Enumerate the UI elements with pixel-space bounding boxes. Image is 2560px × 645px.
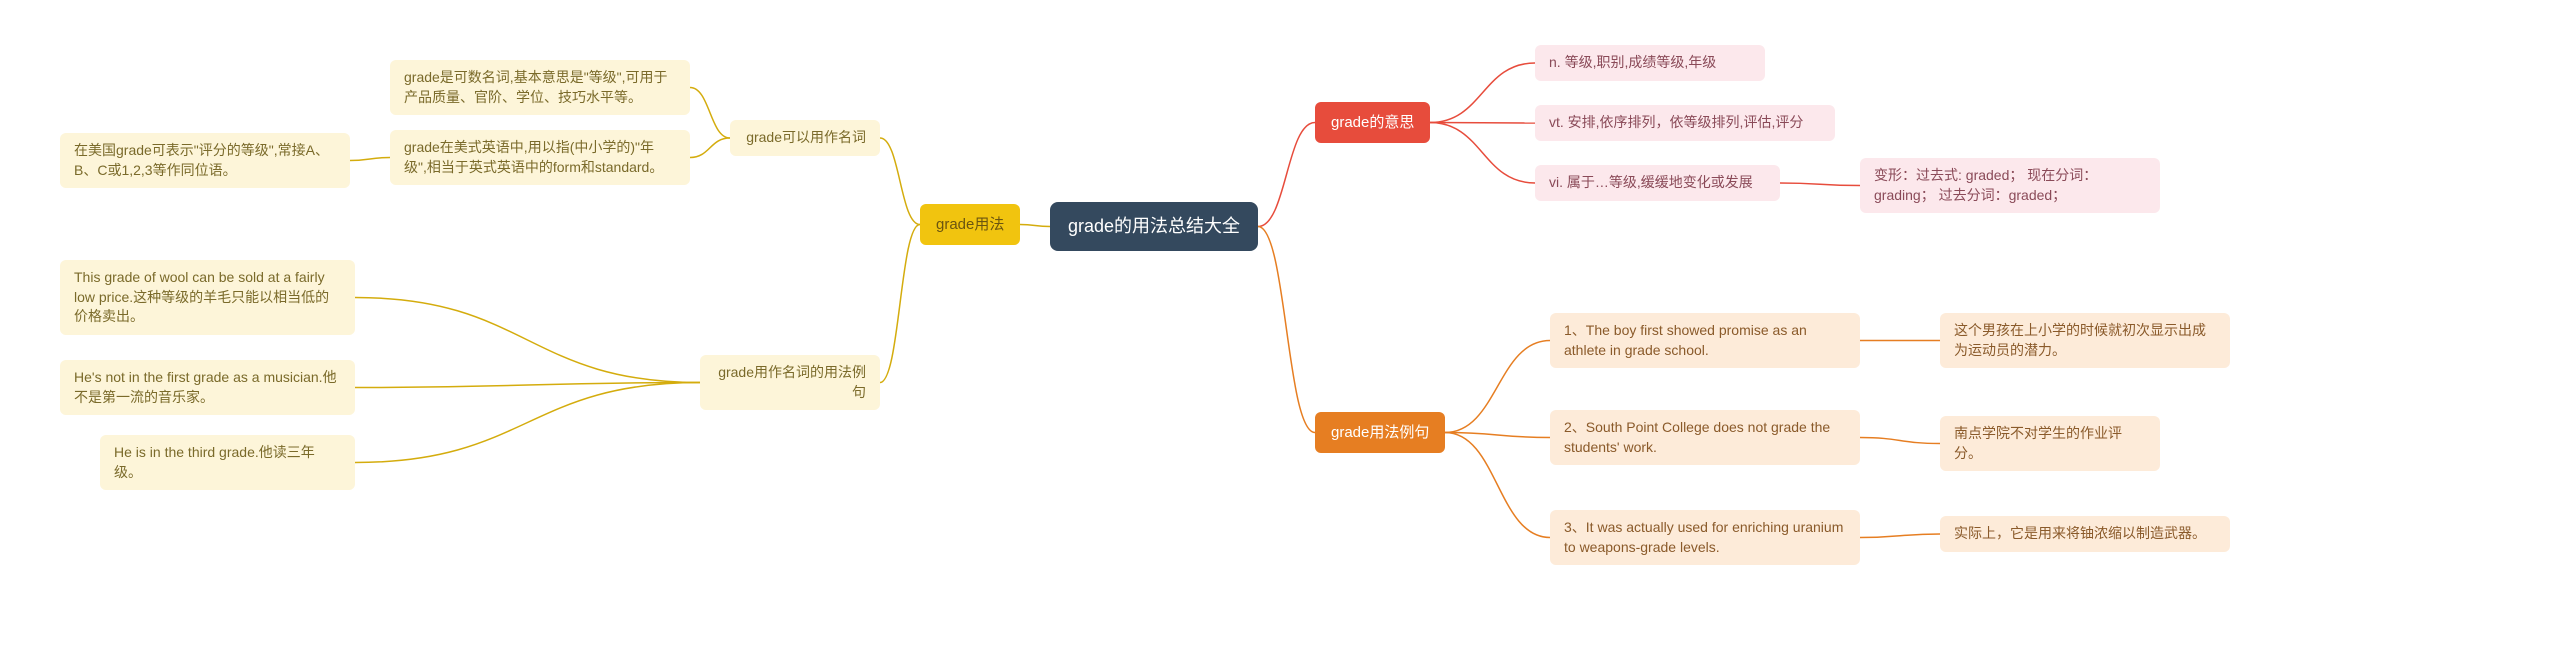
branch-usage[interactable]: grade用法 <box>920 204 1020 245</box>
usage-sentences[interactable]: grade用作名词的用法例句 <box>700 355 880 410</box>
usage-noun-item-1-extra: 在美国grade可表示"评分的等级",常接A、B、C或1,2,3等作同位语。 <box>60 133 350 188</box>
branch-examples[interactable]: grade用法例句 <box>1315 412 1445 453</box>
meaning-item-1: vt. 安排,依序排列，依等级排列,评估,评分 <box>1535 105 1835 141</box>
branch-meaning[interactable]: grade的意思 <box>1315 102 1430 143</box>
example-item-0: 1、The boy first showed promise as an ath… <box>1550 313 1860 368</box>
example-item-0-zh: 这个男孩在上小学的时候就初次显示出成为运动员的潜力。 <box>1940 313 2230 368</box>
example-item-2-zh: 实际上，它是用来将铀浓缩以制造武器。 <box>1940 516 2230 552</box>
branch-examples-label: grade用法例句 <box>1331 424 1429 441</box>
example-item-2: 3、It was actually used for enriching ura… <box>1550 510 1860 565</box>
usage-noun[interactable]: grade可以用作名词 <box>730 120 880 156</box>
usage-sent-item-2: He is in the third grade.他读三年级。 <box>100 435 355 490</box>
meaning-item-0: n. 等级,职别,成绩等级,年级 <box>1535 45 1765 81</box>
usage-noun-item-0: grade是可数名词,基本意思是"等级",可用于产品质量、官阶、学位、技巧水平等… <box>390 60 690 115</box>
usage-noun-item-1: grade在美式英语中,用以指(中小学的)"年级",相当于英式英语中的form和… <box>390 130 690 185</box>
meaning-item-2-extra: 变形：过去式: graded； 现在分词：grading； 过去分词：grade… <box>1860 158 2160 213</box>
root-label: grade的用法总结大全 <box>1068 216 1240 236</box>
example-item-1: 2、South Point College does not grade the… <box>1550 410 1860 465</box>
usage-sent-item-1: He's not in the first grade as a musicia… <box>60 360 355 415</box>
branch-usage-label: grade用法 <box>936 216 1004 233</box>
usage-sent-item-0: This grade of wool can be sold at a fair… <box>60 260 355 335</box>
meaning-item-2: vi. 属于…等级,缓缓地变化或发展 <box>1535 165 1780 201</box>
branch-meaning-label: grade的意思 <box>1331 114 1414 131</box>
root-node[interactable]: grade的用法总结大全 <box>1050 202 1258 251</box>
example-item-1-zh: 南点学院不对学生的作业评分。 <box>1940 416 2160 471</box>
